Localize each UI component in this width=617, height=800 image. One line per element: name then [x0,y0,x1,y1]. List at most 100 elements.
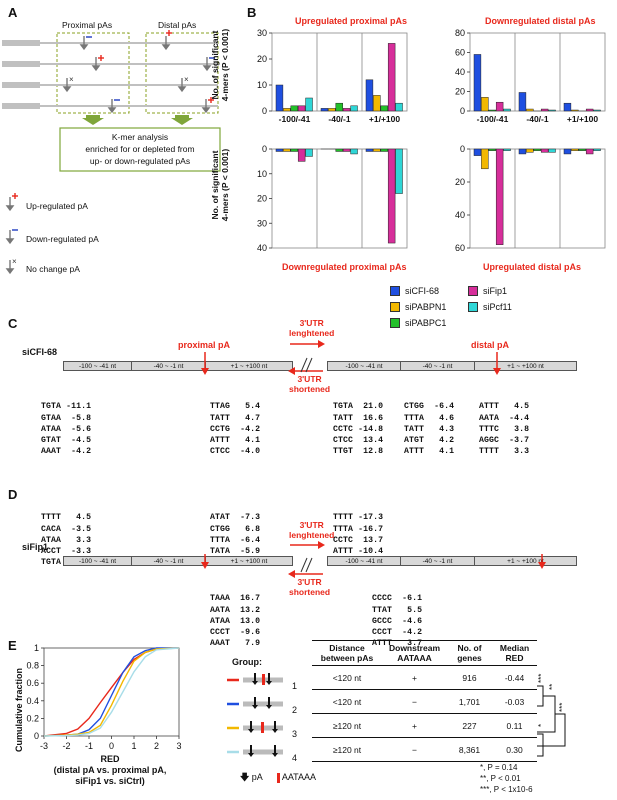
group-icon-4 [227,745,283,757]
bar-siPcf11-+1/+100 [593,109,601,112]
c4-row: TTTA 4.6 [404,413,455,423]
d-label: siFip1 [22,542,49,552]
y-tick-label: 80 [455,28,465,38]
plot-frame [469,32,606,112]
c4-row: ATGT 4.2 [404,436,455,446]
distal-pas-label: Distal pAs [158,20,197,30]
footnote-line: ***, P < 1x10-6 [480,785,533,794]
category-label: -100/-41 [477,114,509,124]
title-down-distal: Downregulated distal pAs [485,16,596,26]
d-shortened: 3'UTR shortened [289,577,330,597]
y-tick-label: 60 [455,48,465,58]
d-lengthened-1: 3'UTR [299,520,324,530]
d1-row: ATAA 3.3 [41,535,92,545]
y-tick-label: 20 [257,54,267,64]
d1-row: CACA -3.5 [41,524,92,534]
key-pa: pA [251,772,263,782]
c2-row: ATTT 4.1 [210,436,261,446]
th-aataaa: Downstream AATAAA [382,640,447,666]
category-label: -40/-1 [526,114,548,124]
bar-siPABPN1--100/-41 [283,108,291,112]
aataaa-mark-icon [261,722,264,733]
c-kmers-col5: ATTT 4.5 AATA -4.4 TTTC 3.8 AGGC -3.7 TTTT 3… [479,379,529,469]
bar-siPcf11--100/-41 [305,148,313,157]
d-seg-3: +1 ~ +100 nt [230,557,268,565]
bar-siFip1--100/-41 [297,105,306,112]
c-seg-1: -100 ~ -41 nt [64,362,132,370]
x-tick-label: 3 [176,741,181,751]
y-tick-label: 20 [455,177,465,187]
bar-siPcf11-+1/+100 [395,148,403,194]
y-tick-label: 0.4 [26,696,39,706]
kmer-line-1: K-mer analysis [111,132,169,142]
d2-row: TATA -5.9 [210,547,261,557]
legend-upregulated: Up-regulated pA [26,201,88,211]
c-kmers-col2: TTAG 5.4 TATT 4.7 CCTG -4.2 ATTT 4.1 CTCC -4… [210,379,260,469]
d4-row: CCCT -9.6 [210,628,261,638]
bar-siPABPC1--100/-41 [488,148,496,151]
y-tick-label: 30 [257,28,267,38]
y-tick-label: 1 [34,643,39,653]
plot-frame [271,148,408,249]
c-seg-5: -40 ~ -1 nt [401,362,475,370]
bar-siPABPN1--40/-1 [526,108,534,112]
cell-n: 916 [447,665,492,690]
cell-aat: + [382,665,447,690]
bar-siPABPN1-+1/+100 [373,95,381,112]
cell-n: 1,701 [447,689,492,714]
c-distal-label: distal pA [471,340,510,350]
y-tick-label: 20 [257,194,267,204]
c5-row: AATA -4.4 [479,413,530,423]
cell-n: 227 [447,713,492,738]
svg-text:×: × [69,75,74,84]
y-tick-label: 0 [34,731,39,741]
bar-siCFI-68-+1/+100 [365,79,374,112]
e-footnote: *, P = 0.14 **, P < 0.01 ***, P < 1x10-6 [480,762,533,795]
c5-row: AGGC -3.7 [479,436,530,446]
bar-siCFI-68--40/-1 [320,108,329,112]
c1-row: GTAT -4.5 [41,436,92,446]
proximal-pas-label: Proximal pAs [62,20,113,30]
c-shortened: 3'UTR shortened [289,374,330,394]
e-ylabel: Cumulative fraction [14,668,24,753]
c5-row: TTTT 3.3 [479,447,530,457]
y-tick-label: 10 [257,80,267,90]
sig-2: ** [548,683,557,690]
footnote-line: *, P = 0.14 [480,763,518,772]
table-row: <120 nt −1,701 -0.03 [312,689,537,714]
bar-siPcf11--40/-1 [350,148,358,155]
y-tick-label: 40 [455,210,465,220]
bar-siPABPC1--100/-41 [290,105,298,112]
black-arrow-icon: 🡇 [240,772,250,782]
d-lengthened-2: lenghtened [289,530,335,540]
th-red: Median RED [492,640,537,666]
d5-row: CCCC -6.1 [372,594,423,604]
c2-row: CCTG -4.2 [210,424,261,434]
legend-pabpn1: siPABPN1 [405,302,447,312]
cdf-line-group-3 [43,647,180,737]
legend-nochange: No change pA [26,264,80,274]
x-tick-label: -3 [40,741,48,751]
legend-swatch-cfi68 [390,286,400,296]
panel-letter-b: B [247,5,257,20]
bar-siPcf11--40/-1 [350,105,358,112]
plot-frame [469,148,606,249]
d-shortened-2: shortened [289,587,331,597]
x-tick-label: 2 [154,741,159,751]
c-label: siCFI-68 [22,347,58,357]
d4-row: AATA 13.2 [210,605,261,615]
kmer-analysis-box: K-mer analysis enriched for or depleted … [60,131,220,167]
bar-chart-2: 0 10 20 30 40 [257,144,408,253]
y-tick-label: 30 [257,218,267,228]
c-seg-6: +1 ~ +100 nt [507,362,544,370]
c1-row: AAAT -4.2 [41,447,92,457]
c-lengthened-2: lenghtened [289,328,335,338]
bar-siPABPN1--40/-1 [526,148,534,153]
c-kmers-col1: TGTA -11.1 GTAA -5.8 ATAA -5.6 GTAT -4.5 AAA… [41,379,91,469]
cell-aat: + [382,713,447,738]
bar-siCFI-68-+1/+100 [563,102,572,112]
c1-row: TGTA -11.1 [41,402,92,412]
y-tick-label: 0.6 [26,678,39,688]
pa-arrow-head [272,729,278,733]
category-label: -40/-1 [328,114,350,124]
